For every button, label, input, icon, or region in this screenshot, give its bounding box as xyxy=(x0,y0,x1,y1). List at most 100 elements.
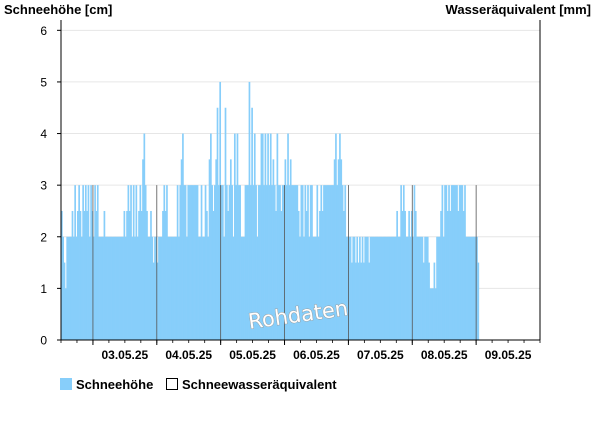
bar xyxy=(288,185,291,340)
bar xyxy=(96,185,99,340)
bar xyxy=(460,185,462,340)
bar xyxy=(124,236,127,340)
day-separator-lines xyxy=(92,185,477,340)
bar xyxy=(300,185,303,340)
bar xyxy=(212,210,215,340)
bar xyxy=(292,185,295,340)
bar xyxy=(186,236,188,340)
bar xyxy=(94,185,96,340)
bar xyxy=(448,185,450,340)
x-tick-label: 09.05.25 xyxy=(485,348,532,362)
bar xyxy=(210,133,212,340)
bar xyxy=(72,236,75,340)
y-tick-label: 3 xyxy=(40,179,47,193)
bar xyxy=(150,210,152,340)
bar xyxy=(139,185,142,340)
bar xyxy=(252,185,255,340)
bar xyxy=(115,236,118,340)
bar xyxy=(444,185,446,340)
bar xyxy=(384,236,387,340)
bar xyxy=(122,236,124,340)
bar xyxy=(320,185,323,340)
bar xyxy=(456,185,458,340)
bar xyxy=(353,236,356,340)
bar xyxy=(271,185,273,340)
bar xyxy=(376,236,379,340)
bar xyxy=(466,236,469,340)
bar xyxy=(138,210,140,340)
bar xyxy=(396,210,398,340)
bar xyxy=(386,236,389,340)
bar xyxy=(364,236,367,340)
snow-depth-bars xyxy=(61,81,480,340)
bar xyxy=(75,236,78,340)
bar xyxy=(255,185,257,340)
bar xyxy=(155,236,158,340)
bar xyxy=(275,210,277,340)
legend-label-snow-depth: Schneehöhe xyxy=(76,377,153,392)
bar xyxy=(381,236,384,340)
x-tick-label: 05.05.25 xyxy=(229,348,276,362)
bar xyxy=(452,185,454,340)
bar xyxy=(401,210,404,340)
bar xyxy=(142,159,144,340)
bar xyxy=(243,236,245,340)
bar xyxy=(232,236,235,340)
bar xyxy=(204,185,207,340)
bar xyxy=(413,185,416,340)
bar xyxy=(156,262,159,340)
bar xyxy=(223,236,226,340)
bar xyxy=(446,210,449,340)
bar xyxy=(128,210,131,340)
bar xyxy=(304,185,307,340)
bar xyxy=(317,236,320,340)
y-tick-label: 0 xyxy=(40,334,47,348)
bar xyxy=(344,185,347,340)
x-axis-ticks: 03.05.25 04.05.25 05.05.25 06.05.25 07.05.25… xyxy=(60,340,541,362)
bar xyxy=(272,159,275,340)
bar xyxy=(432,288,434,340)
bar xyxy=(259,185,261,340)
bar xyxy=(468,236,470,340)
bar xyxy=(436,236,438,340)
bar xyxy=(92,236,95,340)
bar xyxy=(140,210,143,340)
bar xyxy=(116,236,119,340)
bar xyxy=(99,236,102,340)
bar xyxy=(357,262,360,340)
bar xyxy=(143,133,146,340)
bar xyxy=(457,210,460,340)
bar xyxy=(88,236,91,340)
bar xyxy=(120,236,123,340)
bar xyxy=(148,236,151,340)
bar xyxy=(68,236,71,340)
bar xyxy=(260,133,263,340)
bar xyxy=(280,210,283,340)
bar xyxy=(333,159,336,340)
bar xyxy=(247,185,249,340)
bar xyxy=(428,262,430,340)
bar xyxy=(174,236,176,340)
bar xyxy=(343,210,345,340)
bar xyxy=(179,185,182,340)
bar xyxy=(198,236,200,340)
bar xyxy=(283,185,285,340)
bar xyxy=(277,185,280,340)
bar xyxy=(449,210,452,340)
bar xyxy=(416,236,418,340)
bar xyxy=(441,185,444,340)
bar xyxy=(263,185,265,340)
bar xyxy=(136,236,139,340)
bar xyxy=(425,236,428,340)
bar xyxy=(279,185,281,340)
bar xyxy=(402,185,405,340)
bar xyxy=(461,185,464,340)
bar xyxy=(422,262,425,340)
bar xyxy=(345,236,348,340)
legend-swatch-swe xyxy=(166,378,178,390)
bar xyxy=(233,133,236,340)
bar xyxy=(303,236,305,340)
bar xyxy=(476,236,478,340)
x-tick-label: 06.05.25 xyxy=(293,348,340,362)
bar xyxy=(293,185,296,340)
